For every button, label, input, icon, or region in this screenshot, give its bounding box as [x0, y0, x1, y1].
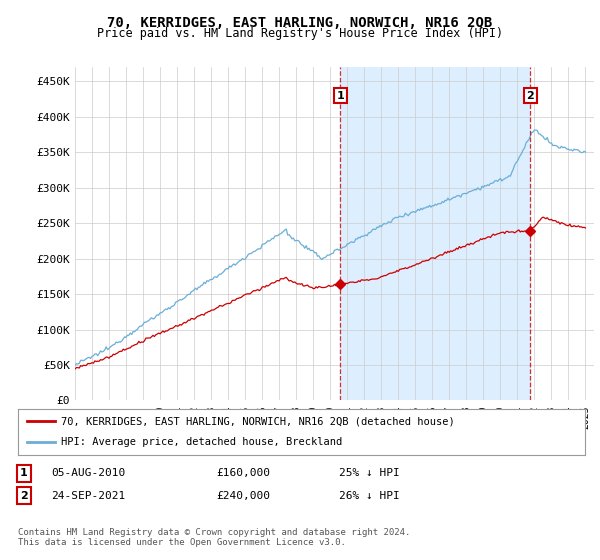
Text: HPI: Average price, detached house, Breckland: HPI: Average price, detached house, Brec…	[61, 437, 342, 447]
Text: Price paid vs. HM Land Registry's House Price Index (HPI): Price paid vs. HM Land Registry's House …	[97, 27, 503, 40]
Text: 2: 2	[526, 91, 534, 101]
Text: 1: 1	[20, 468, 28, 478]
Text: 05-AUG-2010: 05-AUG-2010	[51, 468, 125, 478]
Text: £240,000: £240,000	[216, 491, 270, 501]
Text: Contains HM Land Registry data © Crown copyright and database right 2024.
This d: Contains HM Land Registry data © Crown c…	[18, 528, 410, 547]
Text: 2: 2	[20, 491, 28, 501]
Text: 26% ↓ HPI: 26% ↓ HPI	[339, 491, 400, 501]
Text: 70, KERRIDGES, EAST HARLING, NORWICH, NR16 2QB (detached house): 70, KERRIDGES, EAST HARLING, NORWICH, NR…	[61, 416, 454, 426]
Bar	[340, 67, 530, 400]
Text: 70, KERRIDGES, EAST HARLING, NORWICH, NR16 2QB: 70, KERRIDGES, EAST HARLING, NORWICH, NR…	[107, 16, 493, 30]
Text: £160,000: £160,000	[216, 468, 270, 478]
Text: 25% ↓ HPI: 25% ↓ HPI	[339, 468, 400, 478]
Text: 1: 1	[337, 91, 344, 101]
Text: 24-SEP-2021: 24-SEP-2021	[51, 491, 125, 501]
